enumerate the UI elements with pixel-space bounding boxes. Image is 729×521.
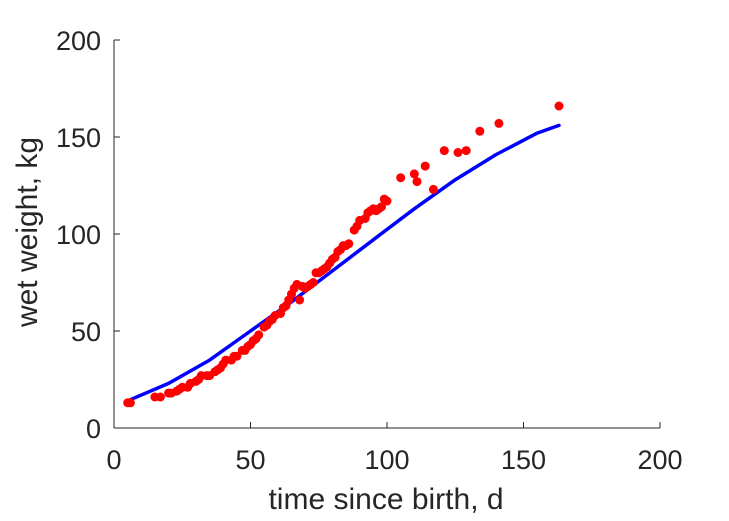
- data-points: [123, 101, 564, 408]
- data-point: [396, 173, 406, 183]
- data-point: [125, 398, 135, 408]
- y-axis-label: wet weight, kg: [11, 137, 44, 328]
- data-point: [475, 126, 485, 136]
- data-point: [554, 101, 564, 111]
- data-point: [308, 278, 318, 287]
- data-point: [377, 202, 386, 212]
- y-tick-label: 50: [71, 317, 101, 347]
- data-point: [439, 146, 449, 156]
- data-point: [412, 177, 422, 187]
- x-tick-label: 200: [637, 445, 682, 475]
- model-curve-line: [125, 123, 561, 403]
- data-point: [232, 351, 242, 361]
- y-tick-label: 150: [56, 123, 101, 153]
- data-point: [382, 196, 392, 206]
- data-point: [344, 239, 354, 249]
- data-point: [494, 118, 504, 128]
- x-tick-label: 100: [364, 445, 409, 475]
- data-point: [461, 146, 471, 156]
- data-point: [453, 148, 463, 157]
- model-curve: [125, 123, 561, 403]
- data-point: [428, 184, 438, 194]
- x-axis-label: time since birth, d: [268, 483, 503, 516]
- x-tick-label: 150: [501, 445, 546, 475]
- data-point: [155, 392, 165, 402]
- data-point: [254, 330, 264, 340]
- x-tick-label: 0: [106, 445, 121, 475]
- x-axis-ticks: 0 50 100 150 200: [106, 422, 683, 475]
- y-tick-label: 0: [86, 414, 101, 444]
- data-point: [409, 169, 419, 179]
- data-point: [295, 295, 305, 305]
- y-axis-ticks: 0 50 100 150 200: [56, 26, 120, 444]
- y-tick-label: 200: [56, 26, 101, 56]
- x-tick-label: 50: [235, 445, 265, 475]
- y-tick-label: 100: [56, 220, 101, 250]
- data-point: [420, 161, 430, 171]
